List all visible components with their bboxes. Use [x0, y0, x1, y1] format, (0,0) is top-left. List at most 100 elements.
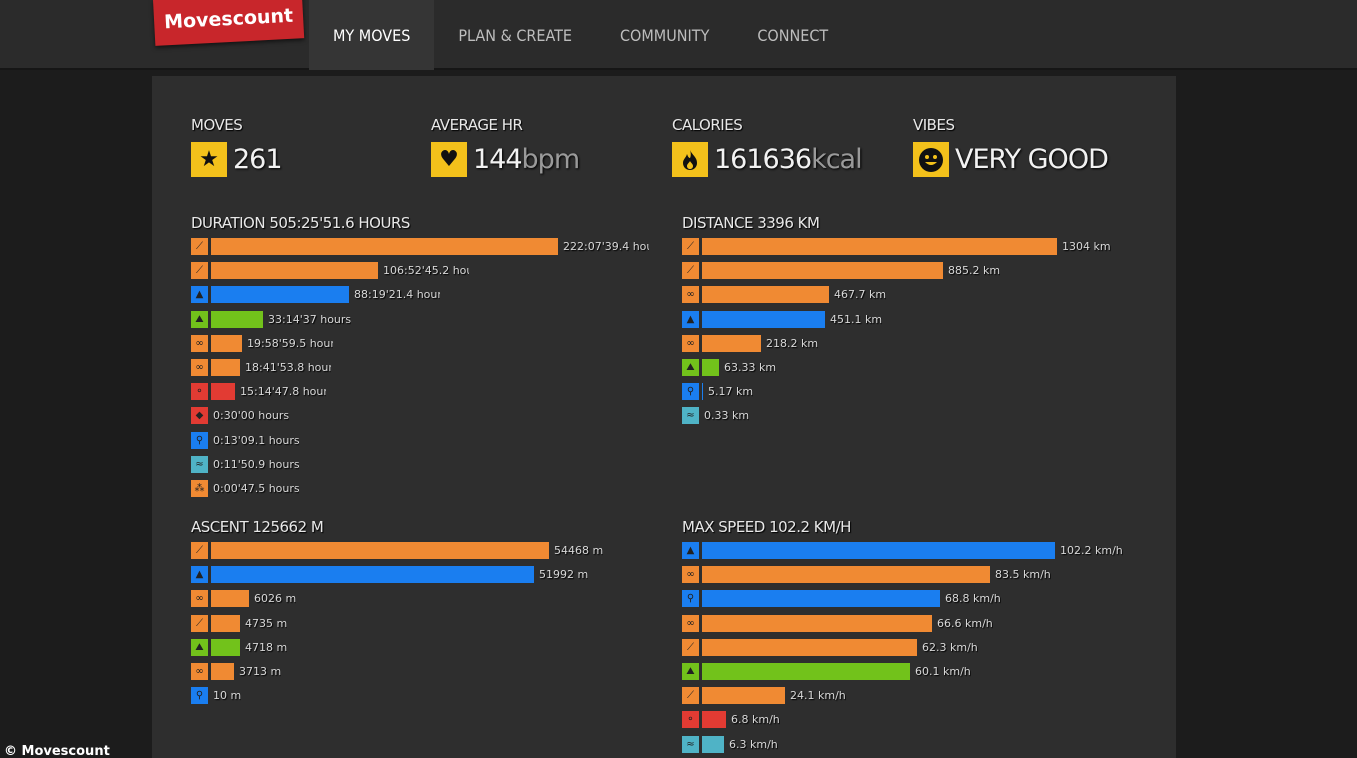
distance-value: 0.33 km: [704, 409, 750, 423]
ascent-value: 6026 m: [254, 592, 297, 606]
distance-bar: [702, 334, 761, 352]
vibes-value: VERY GOOD: [955, 144, 1109, 175]
duration-row[interactable]: ⁂ 0:00'47.5 hours: [191, 480, 299, 497]
duration-row[interactable]: ⟋ 222:07'39.4 hours: [191, 238, 649, 255]
distance-row[interactable]: ▲ 451.1 km: [682, 310, 882, 328]
duration-bar: [211, 383, 235, 401]
duration-value: 15:14'47.8 hours: [240, 385, 326, 399]
ascent-row[interactable]: ⛰ 4718 m: [191, 638, 288, 656]
fire-icon: [672, 142, 708, 177]
star-icon: ★: [191, 142, 227, 177]
swimming-icon: ≈: [682, 407, 699, 425]
duration-value: 18:41'53.8 hours: [245, 361, 331, 374]
gym-icon: ⚬: [191, 383, 208, 401]
distance-value: 218.2 km: [766, 336, 819, 350]
distance-row[interactable]: ⟋ 885.2 km: [682, 262, 1000, 280]
main-nav: MY MOVES PLAN & CREATE COMMUNITY CONNECT: [309, 0, 852, 70]
maxspeed-value: 66.6 km/h: [937, 616, 993, 630]
maxspeed-value: 6.8 km/h: [731, 713, 780, 727]
maxspeed-row[interactable]: ⟋ 24.1 km/h: [682, 687, 846, 705]
moves-summary: MOVES ★ 261: [191, 116, 421, 177]
nav-my-moves[interactable]: MY MOVES: [309, 0, 435, 70]
skiing-icon: ⟋: [191, 262, 208, 280]
ascent-value: 4718 m: [245, 640, 288, 654]
ascent-bar: [211, 614, 240, 632]
ascent-row[interactable]: ∞ 3713 m: [191, 663, 281, 680]
duration-value: 0:11'50.9 hours: [213, 457, 299, 471]
sport-icon: ◆: [191, 407, 208, 425]
distance-row[interactable]: ⛰ 63.33 km: [682, 359, 776, 376]
ascent-row[interactable]: ⟋ 4735 m: [191, 614, 288, 632]
distance-row[interactable]: ≈0.33 km: [682, 407, 750, 425]
duration-row[interactable]: ▲ 88:19'21.4 hours: [191, 286, 440, 304]
duration-row[interactable]: ⛰ 33:14'37 hours: [191, 310, 352, 328]
skiing-icon: ⟋: [191, 614, 208, 632]
maxspeed-row[interactable]: ⟋ 62.3 km/h: [682, 638, 978, 656]
ascent-row[interactable]: ⟋ 54468 m: [191, 542, 603, 559]
walking-icon: ⚲: [682, 590, 699, 608]
distance-bar: [702, 238, 1057, 255]
maxspeed-row[interactable]: ∞ 66.6 km/h: [682, 614, 993, 632]
nav-plan-create[interactable]: PLAN & CREATE: [458, 25, 572, 45]
skiing-icon: ⟋: [682, 238, 699, 255]
maxspeed-bar: [702, 542, 1055, 559]
ascent-value: 10 m: [213, 689, 242, 703]
skiing-icon: ⟋: [191, 238, 208, 255]
duration-row[interactable]: ◆ 0:30'00 hours: [191, 407, 289, 425]
heart-icon: ♥: [431, 142, 467, 177]
ascent-bar: [211, 542, 549, 559]
maxspeed-row[interactable]: ≈6.3 km/h: [682, 735, 778, 753]
ascent-row[interactable]: ▲ 51992 m: [191, 566, 588, 584]
maxspeed-row[interactable]: ⚬ 6.8 km/h: [682, 711, 780, 729]
cycling-icon: ∞: [191, 359, 208, 376]
nav-community[interactable]: COMMUNITY: [620, 25, 710, 45]
distance-row[interactable]: ⟋ 1304 km: [682, 238, 1111, 255]
distance-row[interactable]: ⚲ 5.17 km: [682, 383, 753, 401]
distance-bar: [702, 262, 943, 280]
cycling-icon: ∞: [682, 614, 699, 632]
trekking-icon: ⛰: [191, 310, 208, 328]
duration-value: 33:14'37 hours: [268, 312, 352, 326]
movescount-logo[interactable]: Movescount: [153, 0, 305, 46]
moves-label: MOVES: [191, 116, 243, 134]
skiing-icon: ⟋: [191, 542, 208, 559]
maxspeed-row[interactable]: ⚲ 68.8 km/h: [682, 590, 1001, 608]
maxspeed-value: 6.3 km/h: [729, 737, 778, 751]
maxspeed-bar: [702, 663, 910, 680]
ascent-title: ASCENT 125662 M: [191, 518, 324, 536]
maxspeed-row[interactable]: ∞ 83.5 km/h: [682, 566, 1051, 584]
average-hr-unit: bpm: [521, 144, 581, 175]
distance-row[interactable]: ∞ 218.2 km: [682, 334, 819, 352]
duration-row[interactable]: ⚬ 15:14'47.8 hours: [191, 383, 326, 401]
maxspeed-row[interactable]: ▲ 102.2 km/h: [682, 542, 1123, 559]
maxspeed-row[interactable]: ⛰ 60.1 km/h: [682, 663, 971, 680]
walking-icon: ⚲: [191, 687, 208, 705]
maxspeed-value: 60.1 km/h: [915, 665, 971, 678]
cycling-icon: ∞: [191, 334, 208, 352]
moves-count: 261: [233, 144, 283, 175]
distance-row[interactable]: ∞ 467.7 km: [682, 286, 886, 304]
duration-title: DURATION 505:25'51.6 HOURS: [191, 214, 410, 232]
duration-row[interactable]: ≈0:11'50.9 hours: [191, 455, 299, 473]
mountaineering-icon: ▲: [682, 310, 699, 328]
ascent-row[interactable]: ⚲ 10 m: [191, 687, 242, 705]
duration-row[interactable]: ⚲ 0:13'09.1 hours: [191, 431, 299, 449]
maxspeed-value: 83.5 km/h: [995, 568, 1051, 582]
nav-connect[interactable]: CONNECT: [757, 25, 829, 45]
max-speed-title: MAX SPEED 102.2 KM/H: [682, 518, 851, 536]
duration-bar: [211, 238, 558, 255]
duration-row[interactable]: ∞ 18:41'53.8 hours: [191, 359, 331, 376]
top-navigation-bar: Movescount MY MOVES PLAN & CREATE COMMUN…: [0, 0, 1357, 70]
ascent-value: 4735 m: [245, 616, 288, 630]
maxspeed-bar: [702, 711, 726, 729]
duration-row[interactable]: ⟋ 106:52'45.2 hours: [191, 262, 469, 280]
ascent-row[interactable]: ∞ 6026 m: [191, 590, 297, 608]
maxspeed-value: 68.8 km/h: [945, 592, 1001, 606]
trekking-icon: ⛰: [682, 663, 699, 680]
ascent-value: 54468 m: [554, 544, 604, 557]
maxspeed-value: 62.3 km/h: [922, 640, 978, 654]
distance-bar: [702, 310, 825, 328]
distance-bar: [702, 383, 703, 401]
duration-row[interactable]: ∞ 19:58'59.5 hours: [191, 334, 333, 352]
swimming-icon: ≈: [682, 735, 699, 753]
